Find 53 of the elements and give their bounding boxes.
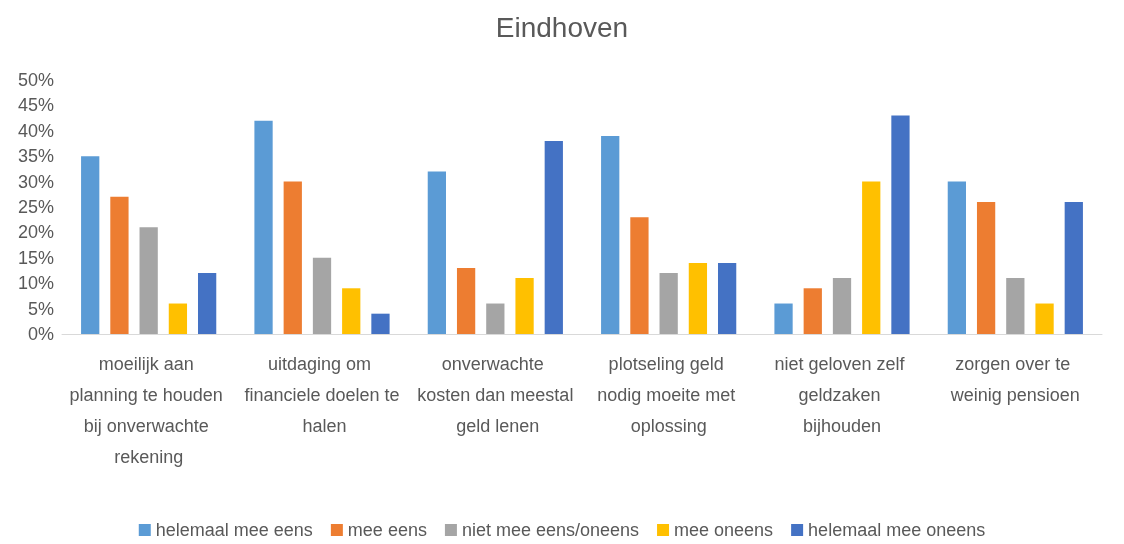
legend-label: helemaal mee eens (155, 520, 313, 540)
bar (803, 288, 822, 334)
bar (774, 303, 793, 334)
y-tick-label: 20% (17, 222, 54, 243)
bar (1035, 303, 1054, 334)
bar (81, 156, 100, 334)
bar (862, 181, 881, 334)
chart-title: Eindhoven (495, 11, 629, 43)
x-tick-label: moeilijk aan planning te houden bij onverwachte rekening (69, 353, 228, 467)
legend-label: niet mee eens/oneens (461, 520, 640, 540)
y-tick-label: 10% (17, 273, 54, 294)
legend-label: helemaal mee oneens (808, 520, 986, 540)
y-tick-label: 0% (27, 324, 54, 344)
bar (601, 135, 620, 334)
x-tick-label: niet geloven zelf geldzaken bijhouden (774, 353, 910, 436)
bar (688, 262, 708, 334)
bar (515, 278, 534, 334)
bar (110, 196, 129, 334)
y-tick-label: 25% (17, 197, 54, 217)
y-tick-label: 50% (17, 70, 54, 90)
bar (832, 278, 852, 334)
bar (1006, 278, 1025, 334)
bar (891, 115, 910, 334)
x-tick-label: uitdaging om financiele doelen te halen (244, 353, 400, 436)
bar (168, 303, 188, 334)
y-tick-label: 30% (17, 171, 54, 192)
bar (486, 303, 505, 334)
y-tick-label: 45% (17, 95, 54, 116)
bar (659, 273, 678, 334)
bar (371, 313, 390, 334)
y-tick-label: 35% (17, 146, 54, 167)
bar (342, 288, 361, 334)
bar (456, 267, 476, 334)
legend-label: mee oneens (674, 520, 774, 540)
bar (976, 201, 996, 334)
bar (947, 181, 966, 334)
bar (139, 227, 158, 334)
y-tick-label: 5% (27, 298, 54, 319)
legend-label: mee eens (347, 520, 427, 540)
bar (630, 217, 649, 334)
y-tick-label: 40% (17, 120, 54, 141)
x-tick-label: zorgen over te weinig pensioen (949, 353, 1080, 405)
x-tick-label: onverwachte kosten dan meestal geld lenen (417, 353, 574, 436)
y-tick-label: 15% (17, 247, 54, 268)
x-tick-label: plotseling geld nodig moeite met oplossing (597, 353, 741, 436)
bar (427, 171, 446, 334)
bar (283, 181, 302, 334)
bar (1064, 201, 1083, 334)
bar (718, 262, 737, 334)
bar (254, 120, 273, 334)
bar (198, 273, 217, 334)
bar (312, 257, 332, 334)
bar (544, 140, 563, 334)
